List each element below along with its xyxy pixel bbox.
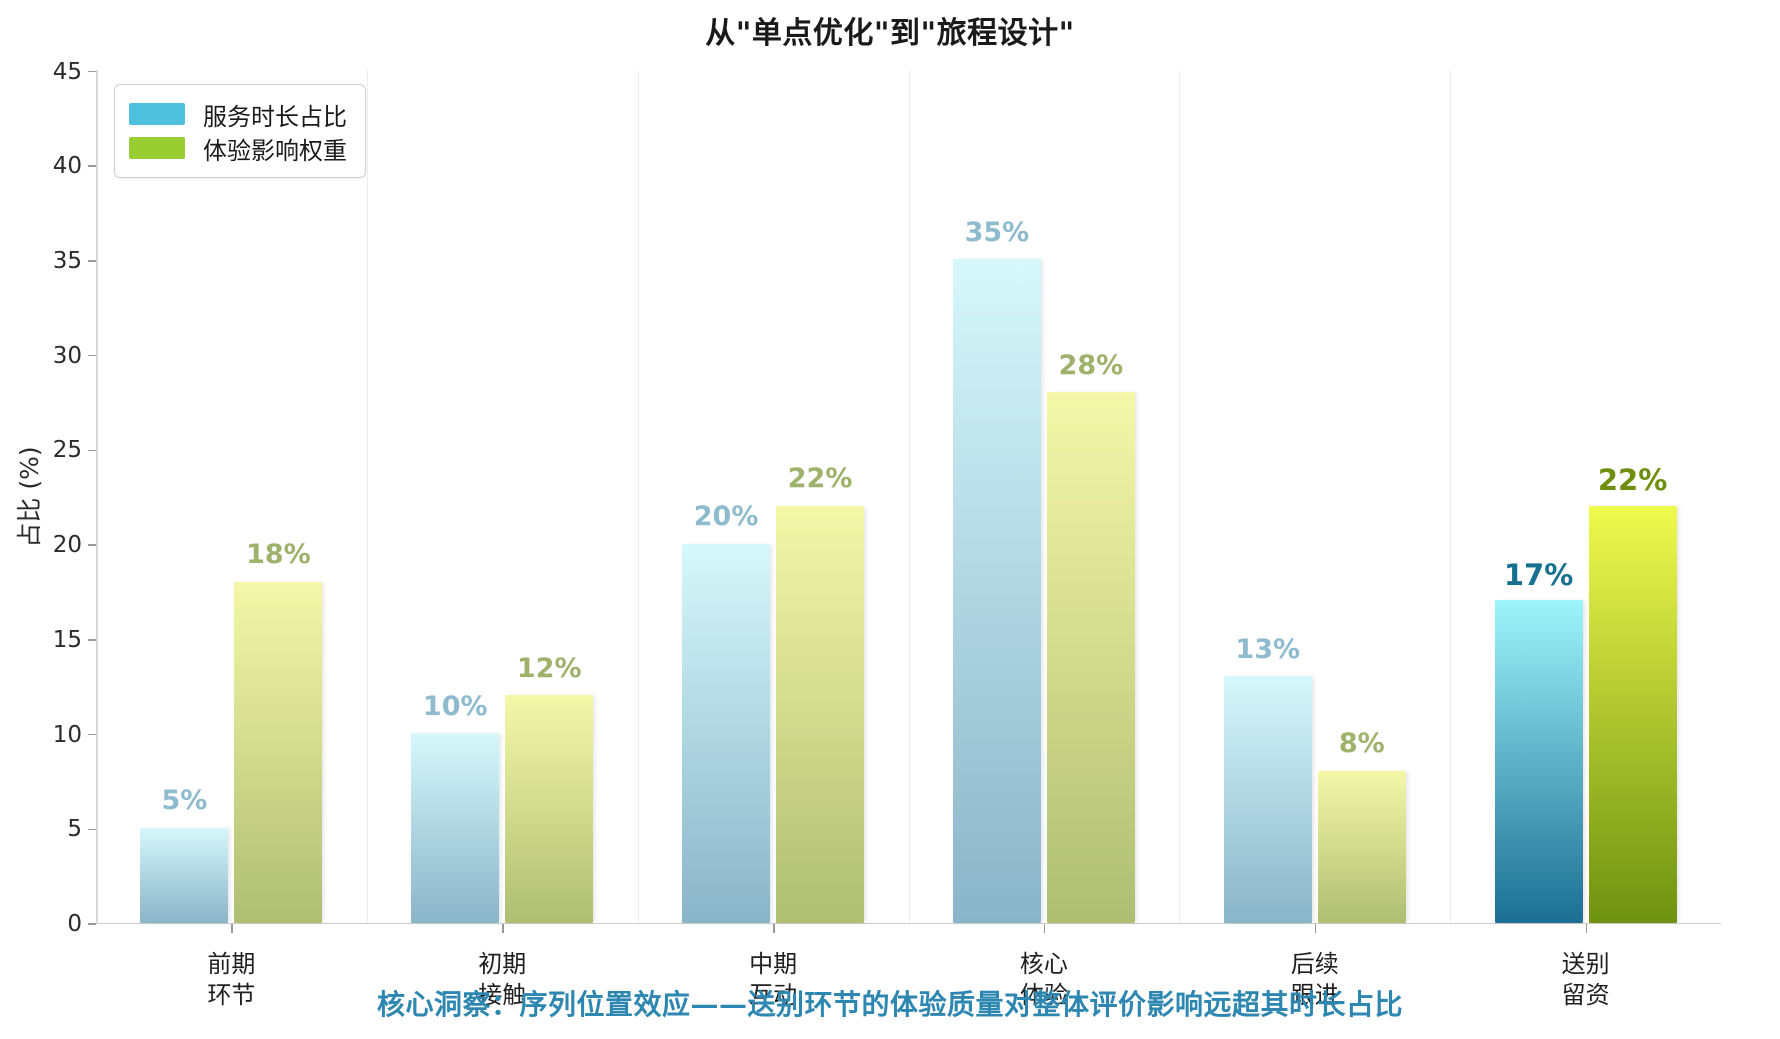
page-title: 从"单点优化"到"旅程设计" [705, 16, 1075, 51]
bar-value-label-service-duration: 20% [693, 501, 759, 533]
x-axis-tick-mark [502, 924, 504, 933]
x-axis-tick-label-line1: 后续 [1290, 949, 1339, 978]
plot-area: 0 5 10 15 20 25 30 35 40 45 占比 (%) 5% 18% 10% 12% 20%… [15, 59, 1721, 1009]
bar-value-label-service-duration: 13% [1235, 633, 1301, 665]
bar-value-label-experience-weight: 22% [787, 463, 853, 495]
y-axis-tick-mark [88, 449, 96, 452]
bar-service-duration[interactable] [411, 733, 500, 923]
x-axis-tick-mark [773, 924, 775, 933]
x-axis-tick-label-line2: 体验 [1019, 981, 1068, 1010]
bar-experience-weight[interactable] [1588, 505, 1677, 923]
bar-service-duration[interactable] [140, 827, 229, 923]
x-axis-tick-label-line2: 环节 [207, 981, 256, 1010]
legend-swatch-icon [129, 137, 185, 159]
bar-service-duration[interactable] [952, 259, 1041, 923]
y-axis-tick-mark [88, 165, 96, 167]
bar-value-label-experience-weight: 12% [516, 652, 582, 684]
bar-experience-weight[interactable] [776, 505, 865, 923]
y-axis-tick-mark [88, 260, 96, 262]
bar-value-label-service-duration: 17% [1503, 557, 1574, 592]
x-axis-tick-label: 后续 跟进 [1291, 949, 1339, 1012]
bar-service-duration[interactable] [1223, 676, 1312, 923]
legend-item-label: 服务时长占比 [203, 102, 347, 131]
y-axis-tick-label: 10 [52, 721, 82, 748]
y-axis-spine [96, 70, 98, 924]
bar-experience-weight[interactable] [1317, 770, 1406, 923]
bar-service-duration[interactable] [1494, 600, 1583, 923]
bar-experience-weight[interactable] [505, 695, 594, 923]
x-axis-tick-label: 核心 体验 [1020, 949, 1068, 1012]
x-axis-tick-label: 送别 留资 [1562, 949, 1610, 1012]
x-axis-tick-label-line2: 跟进 [1290, 981, 1339, 1010]
bar-value-label-service-duration: 35% [964, 216, 1030, 248]
bar-experience-weight[interactable] [234, 581, 323, 923]
legend: 服务时长占比 体验影响权重 [114, 84, 366, 178]
legend-item-label: 体验影响权重 [203, 136, 347, 165]
y-axis-tick-mark [88, 733, 96, 736]
bar-value-label-service-duration: 5% [161, 785, 208, 817]
x-axis-tick-label: 初期 接触 [478, 949, 526, 1012]
legend-swatch-icon [129, 103, 185, 125]
insight-caption: 核心洞察：序列位置效应——送别环节的体验质量对整体评价影响远超其时长占比 [376, 988, 1403, 1021]
x-axis-tick-mark [231, 924, 233, 933]
bar-experience-weight[interactable] [1046, 392, 1135, 923]
x-axis-tick-label: 中期 互动 [749, 949, 797, 1012]
y-axis-tick-mark [88, 544, 96, 546]
x-axis-tick-label-line2: 留资 [1561, 981, 1610, 1010]
gridline-vertical [908, 70, 910, 924]
x-axis-tick-label-line1: 送别 [1561, 949, 1610, 978]
y-axis-tick-label: 45 [52, 58, 82, 85]
bar-value-label-experience-weight: 18% [246, 539, 311, 570]
y-axis-tick-mark [88, 354, 96, 357]
gridline-vertical [1450, 70, 1452, 924]
bar-value-label-experience-weight: 28% [1058, 349, 1124, 381]
y-axis-tick-label: 30 [52, 342, 82, 369]
y-axis-tick-label: 25 [52, 437, 82, 464]
x-axis-spine [96, 922, 1721, 924]
x-axis-tick-label-line1: 初期 [478, 949, 527, 978]
gridline-vertical [366, 70, 368, 924]
x-axis-tick-label-line1: 核心 [1019, 949, 1068, 978]
y-axis-tick-mark [88, 923, 96, 925]
gridline-vertical [637, 70, 639, 924]
y-axis-tick-label: 35 [52, 247, 82, 274]
gridline-vertical [1179, 70, 1181, 924]
x-axis-tick-label-line2: 互动 [749, 981, 798, 1010]
y-axis-tick-label: 15 [52, 626, 82, 653]
y-axis-tick-label: 5 [67, 816, 82, 843]
x-axis-tick-label-line1: 前期 [207, 949, 256, 978]
bar-service-duration[interactable] [682, 543, 771, 923]
bar-value-label-experience-weight: 8% [1338, 728, 1385, 760]
x-axis-tick-label: 前期 环节 [207, 949, 255, 1012]
y-axis-tick-mark [88, 828, 96, 831]
y-axis-tick-mark [88, 70, 96, 73]
y-axis-label: 占比 (%) [15, 446, 44, 548]
y-axis-tick-mark [88, 639, 96, 641]
x-axis-tick-mark [1585, 924, 1588, 933]
x-axis-tick-mark [1314, 924, 1317, 933]
legend-item[interactable]: 体验影响权重 [129, 131, 347, 165]
bar-value-label-service-duration: 10% [422, 690, 488, 722]
x-axis-tick-label-line2: 接触 [478, 981, 527, 1010]
y-axis-tick-label: 20 [52, 532, 82, 559]
y-axis-tick-label: 40 [52, 153, 82, 180]
x-axis-tick-label-line1: 中期 [749, 949, 798, 978]
legend-item[interactable]: 服务时长占比 [129, 97, 347, 131]
bar-value-label-experience-weight: 22% [1597, 463, 1668, 498]
y-axis-tick-label: 0 [67, 911, 82, 937]
x-axis-tick-mark [1043, 924, 1046, 933]
